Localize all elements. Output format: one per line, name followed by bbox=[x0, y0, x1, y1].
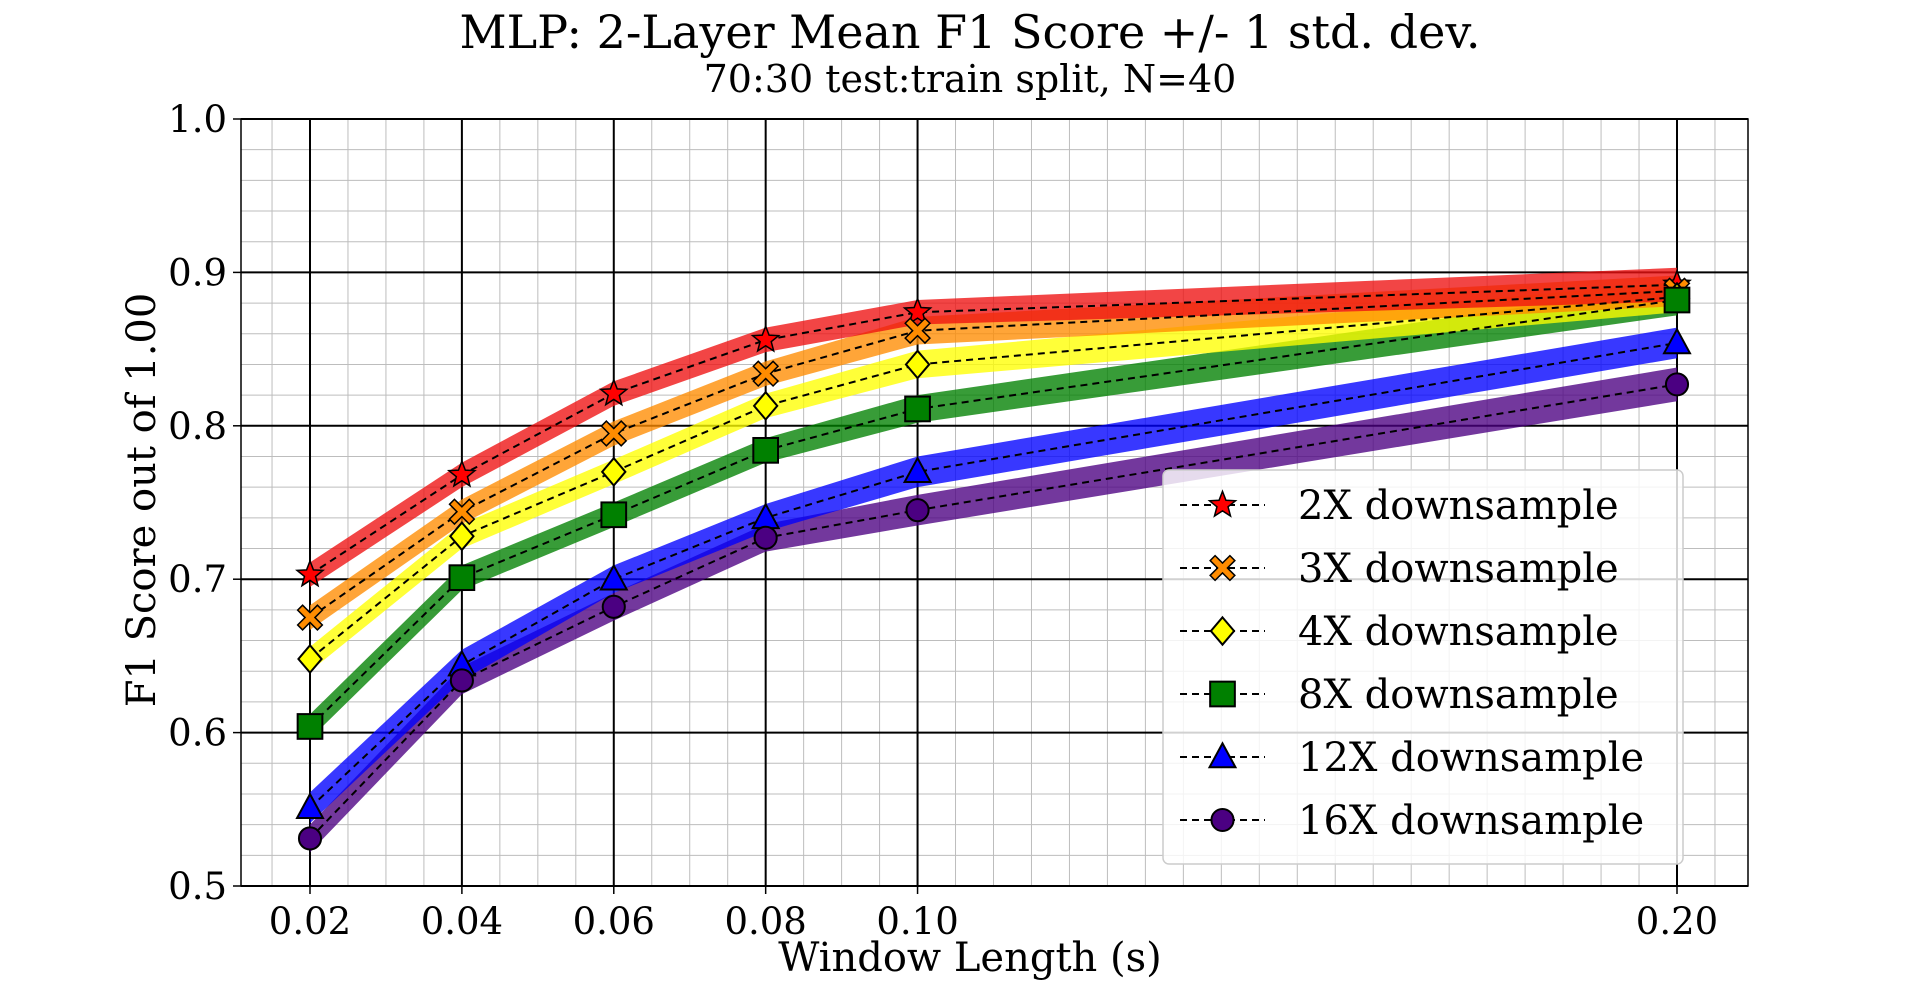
point-2x-0.08 bbox=[750, 324, 781, 353]
point-16x-0.10 bbox=[905, 498, 930, 523]
point-16x-0.02 bbox=[297, 826, 323, 851]
std-band-8x bbox=[310, 284, 1677, 739]
y-tick-label: 0.8 bbox=[168, 405, 227, 448]
legend-label-12x: 12X downsample bbox=[1298, 735, 1644, 781]
point-12x-0.06 bbox=[599, 563, 629, 591]
point-8x-0.20 bbox=[1663, 286, 1691, 314]
point-16x-0.06 bbox=[601, 594, 626, 619]
legend-marker-12x bbox=[1207, 741, 1238, 769]
point-12x-0.10 bbox=[902, 456, 933, 484]
y-tick-label: 0.9 bbox=[168, 251, 227, 294]
point-8x-0.10 bbox=[904, 395, 931, 423]
point-2x-0.10 bbox=[902, 296, 933, 326]
x-tick-label: 0.04 bbox=[421, 900, 503, 943]
point-3x-0.04 bbox=[448, 498, 476, 526]
legend-marker-3x bbox=[1209, 554, 1236, 582]
x-tick-label: 0.06 bbox=[573, 900, 655, 943]
y-tick-label: 0.7 bbox=[168, 558, 227, 601]
y-tick-label: 0.6 bbox=[168, 712, 227, 755]
series-line-3x bbox=[309, 289, 1678, 619]
x-tick-label: 0.02 bbox=[269, 900, 351, 943]
legend-label-3x: 3X downsample bbox=[1298, 546, 1619, 592]
point-16x-0.20 bbox=[1664, 372, 1690, 397]
x-ticks: 0.02 0.04 0.06 0.08 0.10 0.20 bbox=[269, 886, 1718, 943]
point-8x-0.08 bbox=[752, 436, 780, 464]
x-axis-label: Window Length (s) bbox=[778, 935, 1162, 981]
std-band-12x bbox=[310, 327, 1677, 824]
series-line-12x bbox=[309, 341, 1678, 809]
point-12x-0.02 bbox=[295, 792, 325, 820]
std-band-2x bbox=[310, 267, 1677, 587]
legend: 2X downsample 3X downsample 4X downsample 8… bbox=[1162, 469, 1684, 865]
legend-marker-2x bbox=[1207, 489, 1238, 518]
point-4x-0.10 bbox=[904, 349, 931, 380]
point-4x-0.04 bbox=[448, 521, 475, 552]
point-8x-0.02 bbox=[296, 713, 324, 740]
legend-marker-16x bbox=[1210, 807, 1235, 833]
point-4x-0.02 bbox=[297, 643, 323, 675]
series-line-4x bbox=[309, 295, 1678, 660]
series-markers bbox=[295, 268, 1692, 851]
point-4x-0.08 bbox=[752, 390, 779, 422]
point-2x-0.02 bbox=[295, 558, 325, 588]
series-line-16x bbox=[309, 383, 1678, 840]
legend-label-4x: 4X downsample bbox=[1298, 609, 1619, 655]
x-tick-label: 0.10 bbox=[876, 900, 958, 943]
point-8x-0.06 bbox=[600, 501, 628, 529]
std-band-3x bbox=[310, 275, 1677, 630]
legend-label-16x: 16X downsample bbox=[1298, 798, 1644, 844]
point-3x-0.08 bbox=[752, 360, 780, 388]
y-tick-label: 0.5 bbox=[168, 865, 227, 908]
std-band-4x bbox=[310, 281, 1677, 672]
series-lines bbox=[309, 283, 1678, 840]
legend-label-2x: 2X downsample bbox=[1298, 483, 1619, 529]
y-tick-label: 1.0 bbox=[168, 98, 227, 141]
y-ticks: 0.5 0.6 0.7 0.8 0.9 1.0 bbox=[168, 98, 241, 908]
point-3x-0.06 bbox=[600, 420, 628, 447]
std-bands bbox=[310, 267, 1677, 853]
point-2x-0.04 bbox=[446, 459, 477, 488]
legend-box bbox=[1162, 469, 1684, 865]
plot-frame bbox=[240, 118, 1749, 887]
point-3x-0.10 bbox=[904, 317, 931, 345]
series-line-2x bbox=[309, 283, 1678, 576]
point-12x-0.20 bbox=[1662, 327, 1692, 355]
legend-entries: 2X downsample 3X downsample 4X downsample 8… bbox=[1180, 483, 1644, 844]
point-3x-0.02 bbox=[296, 604, 324, 631]
point-8x-0.04 bbox=[448, 564, 476, 592]
legend-label-8x: 8X downsample bbox=[1298, 672, 1619, 718]
series-line-8x bbox=[309, 299, 1678, 728]
point-2x-0.06 bbox=[598, 377, 629, 407]
y-axis-label: F1 Score out of 1.00 bbox=[119, 293, 165, 708]
point-16x-0.04 bbox=[449, 668, 474, 693]
x-tick-label: 0.20 bbox=[1636, 900, 1718, 943]
x-tick-label: 0.08 bbox=[724, 900, 806, 943]
legend-marker-8x bbox=[1209, 680, 1236, 708]
point-16x-0.08 bbox=[753, 525, 778, 550]
point-4x-0.06 bbox=[600, 456, 627, 488]
chart-subtitle: 70:30 test:train split, N=40 bbox=[704, 57, 1237, 101]
legend-marker-4x bbox=[1209, 615, 1236, 647]
chart-title: MLP: 2-Layer Mean F1 Score +/- 1 std. de… bbox=[460, 5, 1481, 59]
